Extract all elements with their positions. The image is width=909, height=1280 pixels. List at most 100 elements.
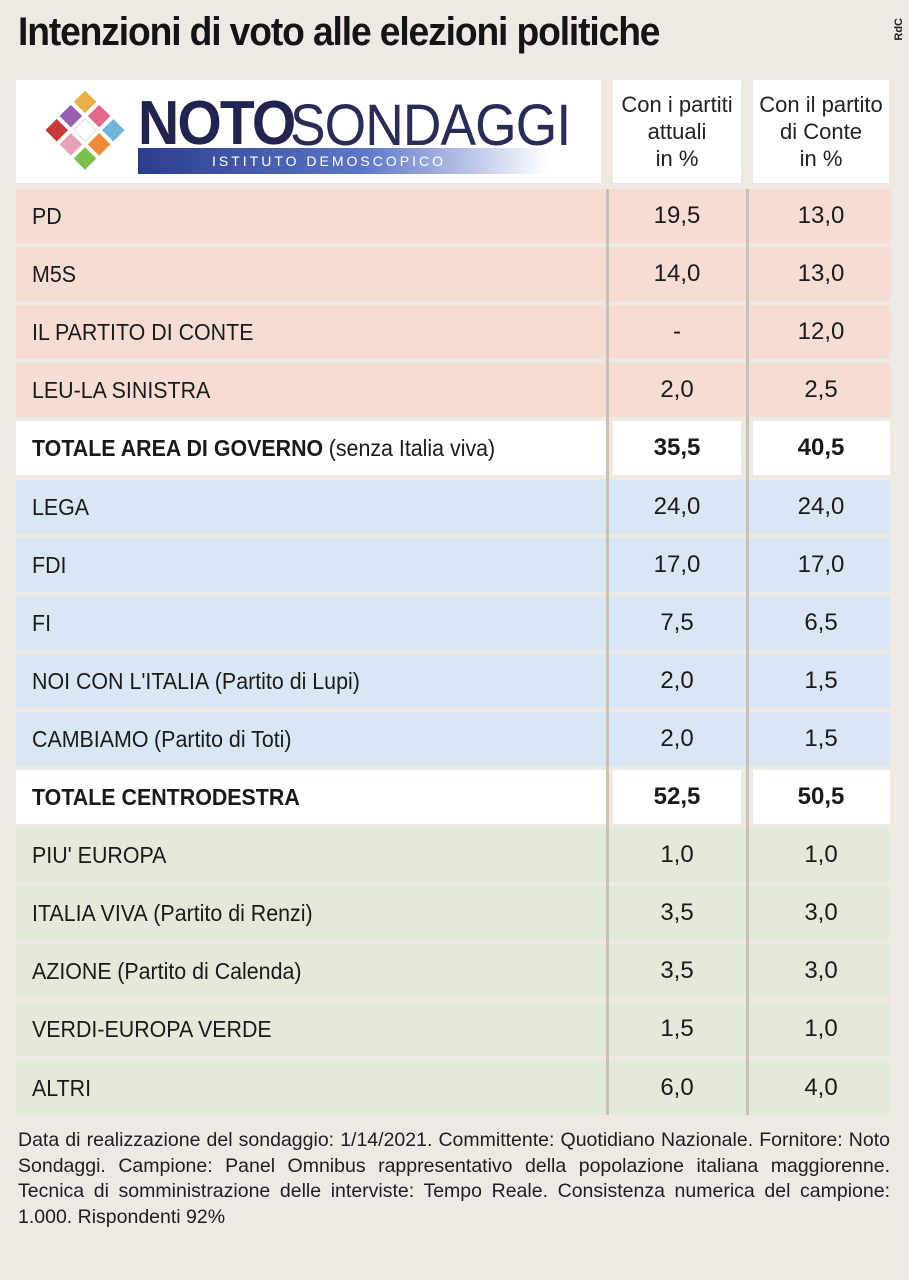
column-header-attuali: Con i partiti attuali in % [613,80,741,183]
party-label: NOI CON L'ITALIA (Partito di Lupi) [32,654,360,708]
party-row: VERDI-EUROPA VERDE 1,5 1,0 [16,1002,890,1056]
value-conte: 12,0 [797,318,845,345]
value-attuali: 17,0 [653,551,701,578]
value-attuali: 3,5 [660,957,694,984]
party-label: PD [32,189,62,243]
party-label: TOTALE AREA DI GOVERNO (senza Italia viva… [32,421,495,475]
party-label: FDI [32,538,66,592]
party-note: (Partito di Toti) [154,726,292,752]
logo-name-bold: NOTO [138,89,296,158]
credit-mark: RdC [893,18,905,41]
header-line: Con i partiti [621,92,733,117]
party-label: M5S [32,247,76,301]
party-row: NOI CON L'ITALIA (Partito di Lupi) 2,0 1,5 [16,654,890,708]
header-line: attuali [647,119,707,144]
header-line: Con il partito [759,92,883,117]
party-label: PIU' EUROPA [32,828,166,882]
value-attuali: 3,5 [660,899,694,926]
total-row: TOTALE CENTRODESTRA 52,5 50,5 [16,770,890,824]
party-label: ITALIA VIVA (Partito di Renzi) [32,886,313,940]
value-conte: 1,0 [804,841,838,868]
value-attuali: 2,0 [660,667,694,694]
party-name: CAMBIAMO [32,726,149,752]
party-row: M5S 14,0 13,0 [16,247,890,301]
party-label: FI [32,596,51,650]
party-name: TOTALE AREA DI GOVERNO [32,435,324,461]
party-label: AZIONE (Partito di Calenda) [32,944,301,998]
value-attuali: 19,5 [653,202,701,229]
party-name: AZIONE [32,958,112,984]
value-attuali: 52,5 [653,783,701,810]
header-line: in % [799,146,843,171]
party-row: FI 7,5 6,5 [16,596,890,650]
party-label: LEU-LA SINISTRA [32,363,210,417]
value-attuali: 6,0 [660,1074,694,1101]
value-attuali: 24,0 [653,493,701,520]
header-line: di Conte [780,119,862,144]
value-conte: 50,5 [797,783,845,810]
party-row: ALTRI 6,0 4,0 [16,1061,890,1115]
party-name: ALTRI [32,1075,92,1101]
value-attuali: 1,0 [660,841,694,868]
party-row: PIU' EUROPA 1,0 1,0 [16,828,890,882]
value-conte: 1,0 [804,1015,838,1042]
column-separator [746,189,749,1115]
party-name: LEU-LA SINISTRA [32,377,211,403]
value-attuali: 14,0 [653,260,701,287]
value-conte: 6,5 [804,609,838,636]
value-conte: 17,0 [797,551,845,578]
header-line: in % [655,146,699,171]
value-attuali: 7,5 [660,609,694,636]
value-attuali: 2,0 [660,376,694,403]
value-attuali: 1,5 [660,1015,694,1042]
party-note: (Partito di Lupi) [214,668,360,694]
total-row: TOTALE AREA DI GOVERNO (senza Italia viva… [16,421,890,475]
party-row: AZIONE (Partito di Calenda) 3,5 3,0 [16,944,890,998]
party-row: LEGA 24,0 24,0 [16,480,890,534]
party-label: IL PARTITO DI CONTE [32,305,253,359]
page-title: Intenzioni di voto alle elezioni politic… [18,10,661,54]
party-note: (senza Italia viva) [328,435,496,461]
value-conte: 13,0 [797,202,845,229]
party-row: ITALIA VIVA (Partito di Renzi) 3,5 3,0 [16,886,890,940]
party-name: IL PARTITO DI CONTE [32,319,254,345]
party-row: IL PARTITO DI CONTE - 12,0 [16,305,890,359]
party-row: LEU-LA SINISTRA 2,0 2,5 [16,363,890,417]
party-name: FDI [32,552,67,578]
party-name: NOI CON L'ITALIA [32,668,210,694]
party-row: FDI 17,0 17,0 [16,538,890,592]
logo-diamonds-icon [45,90,125,170]
footnote: Data di realizzazione del sondaggio: 1/1… [18,1129,890,1228]
party-label: CAMBIAMO (Partito di Toti) [32,712,292,766]
party-note: (Partito di Calenda) [117,958,302,984]
party-label: VERDI-EUROPA VERDE [32,1002,272,1056]
party-note: (Partito di Renzi) [153,900,313,926]
value-conte: 4,0 [804,1074,838,1101]
party-name: VERDI-EUROPA VERDE [32,1016,272,1042]
value-conte: 24,0 [797,493,845,520]
party-name: ITALIA VIVA [32,900,148,926]
party-name: FI [32,610,52,636]
party-name: M5S [32,261,76,287]
party-name: LEGA [32,494,90,520]
party-name: TOTALE CENTRODESTRA [32,784,300,810]
party-label: LEGA [32,480,89,534]
value-conte: 3,0 [804,957,838,984]
party-row: PD 19,5 13,0 [16,189,890,243]
value-conte: 1,5 [804,667,838,694]
column-separator [606,189,609,1115]
column-header-conte: Con il partito di Conte in % [753,80,889,183]
logo-subtitle: ISTITUTO DEMOSCOPICO [138,148,548,174]
value-conte: 1,5 [804,725,838,752]
value-conte: 40,5 [797,434,845,461]
value-attuali: - [673,318,681,345]
party-row: CAMBIAMO (Partito di Toti) 2,0 1,5 [16,712,890,766]
party-name: PIU' EUROPA [32,842,167,868]
party-label: TOTALE CENTRODESTRA [32,770,300,824]
logo-name-light: SONDAGGI [290,93,571,158]
value-attuali: 2,0 [660,725,694,752]
value-attuali: 35,5 [653,434,701,461]
logo-panel: NOTO SONDAGGI ISTITUTO DEMOSCOPICO [16,80,601,183]
party-name: PD [32,203,62,229]
value-conte: 3,0 [804,899,838,926]
